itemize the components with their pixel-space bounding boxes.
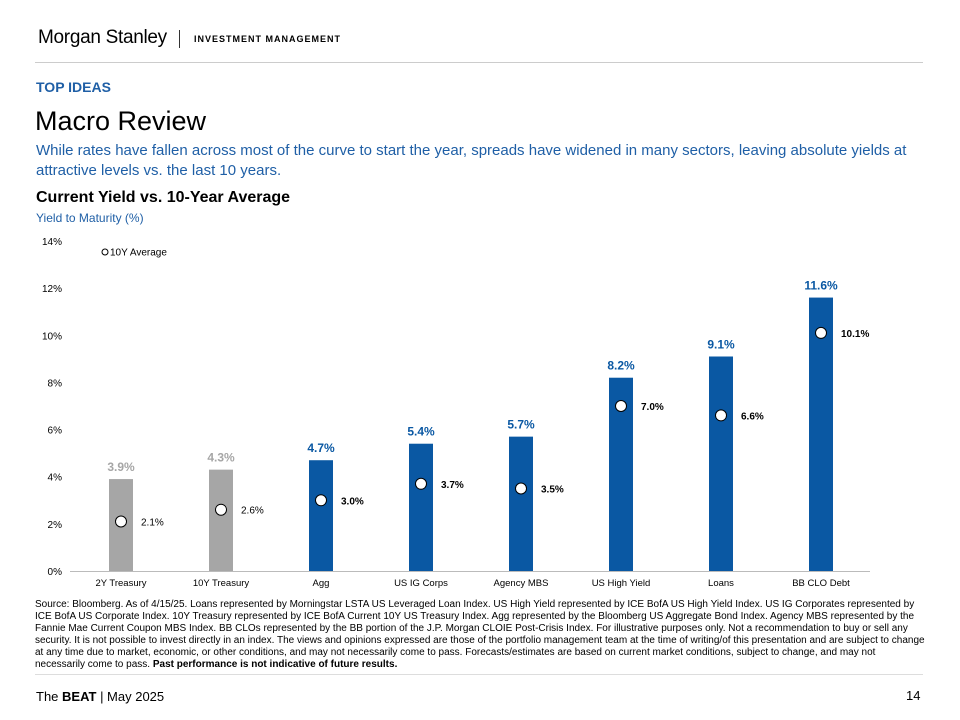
footer-date: | May 2025 <box>96 689 165 704</box>
disclaimer-bold: Past performance is not indicative of fu… <box>152 659 398 670</box>
bar <box>309 460 333 571</box>
y-tick-label: 6% <box>48 426 63 437</box>
y-tick-label: 10% <box>42 331 62 342</box>
page-title: Macro Review <box>35 106 207 136</box>
legend-marker <box>101 248 109 256</box>
x-tick-label: Agency MBS <box>494 578 549 589</box>
x-tick-label: BB CLO Debt <box>792 578 850 589</box>
average-value-label: 10.1% <box>841 329 869 340</box>
x-tick-label: 10Y Treasury <box>193 578 250 589</box>
bar-value-label: 4.3% <box>207 451 235 465</box>
bar <box>709 356 733 571</box>
average-value-label: 3.5% <box>541 485 564 496</box>
average-value-label: 2.1% <box>141 518 164 529</box>
x-tick-label: US IG Corps <box>394 578 448 589</box>
footer-label: The BEAT | May 2025 <box>36 689 164 704</box>
footer-rule <box>35 674 923 675</box>
average-marker <box>615 400 627 412</box>
chart-title: Current Yield vs. 10-Year Average <box>36 189 291 206</box>
bar-value-label: 8.2% <box>607 359 635 373</box>
page-subtitle: While rates have fallen across most of t… <box>36 142 907 179</box>
average-marker <box>215 503 227 516</box>
morgan-stanley-logo: Morgan Stanley <box>38 27 167 48</box>
bar <box>409 443 433 571</box>
y-tick-label: 4% <box>48 473 63 484</box>
bar-value-label: 3.9% <box>107 460 135 474</box>
average-marker <box>415 477 427 490</box>
y-tick-label: 14% <box>42 237 62 248</box>
average-value-label: 6.6% <box>741 411 764 422</box>
average-marker <box>515 482 527 495</box>
y-tick-label: 12% <box>42 284 62 295</box>
bar <box>809 297 833 571</box>
source-note: Source: Bloomberg. As of 4/15/25. Loans … <box>35 599 925 671</box>
header-rule <box>35 62 923 63</box>
y-tick-label: 2% <box>48 520 63 531</box>
y-tick-label: 0% <box>48 567 63 578</box>
footer-brand: BEAT <box>62 689 97 704</box>
average-marker <box>315 494 327 507</box>
bar-value-label: 11.6% <box>804 279 838 293</box>
page-number: 14 <box>906 688 921 703</box>
bar-value-label: 5.4% <box>407 425 435 439</box>
bar-value-label: 9.1% <box>707 338 735 352</box>
average-value-label: 7.0% <box>641 402 664 413</box>
logo-divider <box>179 30 180 48</box>
source-text: Source: Bloomberg. As of 4/15/25. Loans … <box>35 599 925 670</box>
average-marker <box>815 326 827 339</box>
average-value-label: 3.0% <box>341 496 364 507</box>
x-tick-label: 2Y Treasury <box>95 578 146 589</box>
x-tick-label: Loans <box>708 578 734 589</box>
bar-chart: 0% 2% 4% 6% 8% 10% 12% 14% 3.9% 2.1% 2Y Treasury 4.… <box>42 237 870 589</box>
legend-label: 10Y Average <box>110 248 167 259</box>
average-value-label: 2.6% <box>241 506 264 517</box>
footer-prefix: The <box>36 689 63 704</box>
bar <box>209 469 233 571</box>
x-tick-label: US High Yield <box>592 578 651 589</box>
average-marker <box>715 409 727 422</box>
bar <box>509 436 533 571</box>
y-axis-label: Yield to Maturity (%) <box>36 211 144 225</box>
y-tick-label: 8% <box>48 378 63 389</box>
division-label: INVESTMENT MANAGEMENT <box>194 34 341 44</box>
section-kicker: TOP IDEAS <box>36 79 111 95</box>
x-tick-label: Agg <box>313 578 330 589</box>
average-marker <box>115 515 127 528</box>
bar-value-label: 4.7% <box>307 441 335 455</box>
average-value-label: 3.7% <box>441 480 464 491</box>
bar-value-label: 5.7% <box>507 418 535 432</box>
